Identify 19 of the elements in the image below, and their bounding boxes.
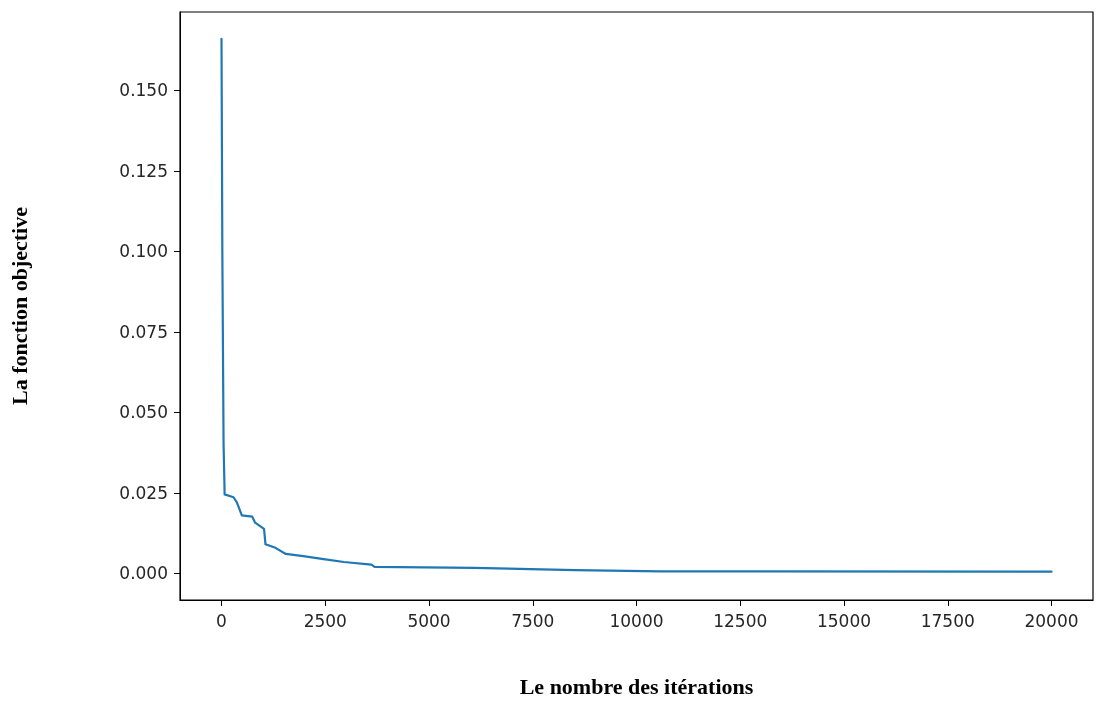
line-series: [220, 37, 1053, 573]
y-axis-title: La fonction objective: [6, 206, 32, 405]
x-axis-title: Le nombre des itérations: [519, 673, 754, 699]
x-tick-label: 0: [216, 610, 227, 631]
x-tick-label: 17500: [920, 610, 975, 631]
y-tick-label: 0.125: [119, 160, 168, 181]
y-tick-label: 0.100: [119, 241, 168, 262]
y-tick-label: 0.025: [119, 482, 168, 503]
y-tick-label: 0.050: [119, 402, 168, 423]
x-tick-label: 20000: [1024, 610, 1079, 631]
x-tick-label: 15000: [816, 610, 872, 631]
y-tick-label: 0.075: [119, 321, 168, 342]
x-tick-label: 7500: [511, 610, 555, 631]
y-tick-label: 0.150: [119, 80, 168, 101]
y-tick-label: 0.000: [119, 563, 168, 584]
x-tick-label: 5000: [407, 610, 451, 631]
x-tick-label: 12500: [713, 610, 768, 631]
x-tick-label: 10000: [609, 610, 664, 631]
x-tick-label: 2500: [303, 610, 347, 631]
